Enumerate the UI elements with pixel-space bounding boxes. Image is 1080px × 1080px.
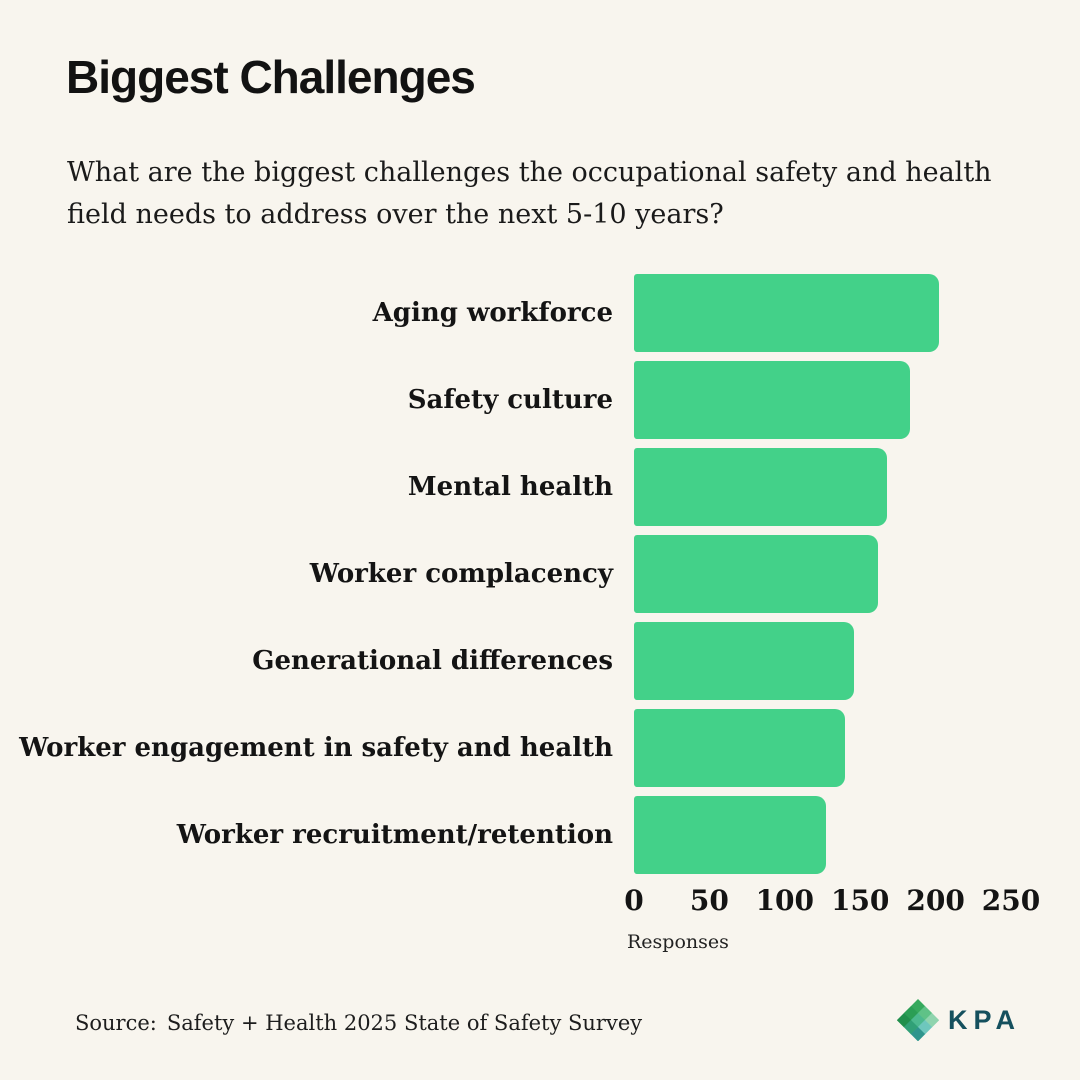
bar-track bbox=[634, 621, 1011, 700]
kpa-logo: KPA bbox=[897, 999, 1021, 1041]
bar bbox=[634, 360, 910, 439]
x-tick-label: 50 bbox=[689, 884, 729, 917]
category-label: Generational differences bbox=[252, 645, 613, 676]
bar bbox=[634, 795, 826, 874]
bar-track bbox=[634, 447, 1011, 526]
chart-row: Safety culture bbox=[0, 356, 1080, 443]
kpa-logo-text: KPA bbox=[948, 1004, 1022, 1035]
bar bbox=[634, 534, 879, 613]
bar bbox=[634, 447, 888, 526]
bar bbox=[634, 621, 855, 700]
x-tick-label: 100 bbox=[755, 884, 815, 917]
chart-subtitle: What are the biggest challenges the occu… bbox=[67, 152, 992, 236]
x-axis-title: Responses bbox=[627, 931, 729, 953]
category-label: Mental health bbox=[407, 471, 613, 502]
chart-row: Aging workforce bbox=[0, 269, 1080, 356]
category-label: Worker engagement in safety and health bbox=[19, 732, 613, 763]
subtitle-line-1: What are the biggest challenges the occu… bbox=[67, 157, 992, 188]
chart-row: Mental health bbox=[0, 443, 1080, 530]
chart-row: Worker complacency bbox=[0, 530, 1080, 617]
bar bbox=[634, 708, 846, 787]
x-tick-label: 250 bbox=[981, 884, 1041, 917]
chart-row: Worker engagement in safety and health bbox=[0, 704, 1080, 791]
source-text: Safety + Health 2025 State of Safety Sur… bbox=[166, 1011, 643, 1035]
x-axis: 0 50 100 150 200 250 bbox=[624, 884, 1040, 918]
bar-track bbox=[634, 534, 1011, 613]
source-note: Source: Safety + Health 2025 State of Saf… bbox=[75, 1011, 642, 1035]
subtitle-line-2: field needs to address over the next 5-1… bbox=[67, 199, 724, 230]
page-title: Biggest Challenges bbox=[66, 51, 476, 103]
bar-track bbox=[634, 795, 1011, 874]
chart-row: Generational differences bbox=[0, 617, 1080, 704]
kpa-diamond-icon bbox=[897, 999, 939, 1041]
bar-track bbox=[634, 360, 1011, 439]
category-label: Safety culture bbox=[407, 384, 613, 415]
bar-track bbox=[634, 708, 1011, 787]
bar-chart-rows: Aging workforce Safety culture Mental heal… bbox=[0, 269, 1080, 878]
category-label: Worker recruitment/retention bbox=[176, 819, 613, 850]
bar-track bbox=[634, 273, 1011, 352]
chart-row: Worker recruitment/retention bbox=[0, 791, 1080, 878]
bar bbox=[634, 273, 939, 352]
bar-chart: Aging workforce Safety culture Mental heal… bbox=[0, 269, 1080, 878]
x-tick-label: 200 bbox=[906, 884, 965, 917]
source-label: Source: bbox=[75, 1011, 157, 1035]
x-tick-label: 150 bbox=[830, 884, 890, 917]
x-tick-label: 0 bbox=[624, 884, 644, 917]
category-label: Aging workforce bbox=[372, 297, 613, 328]
category-label: Worker complacency bbox=[309, 558, 613, 589]
